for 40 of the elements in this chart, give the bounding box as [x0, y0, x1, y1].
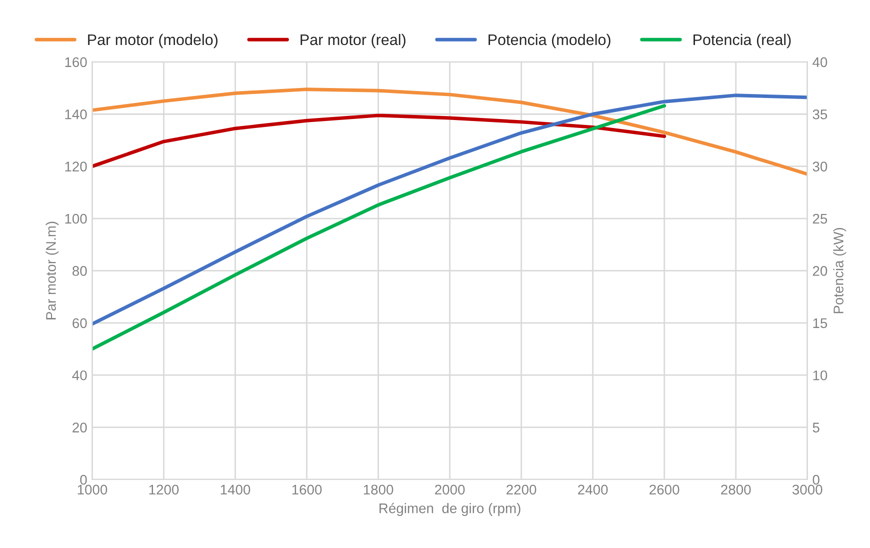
y2-tick-label: 35 — [812, 109, 828, 120]
y-tick-label: 160 — [65, 57, 87, 68]
y2-tick-label: 15 — [813, 318, 828, 328]
line-series — [92, 94, 808, 326]
line-series — [92, 114, 666, 168]
x-tick-label: 1000 — [78, 484, 108, 495]
y2-tick-label: 30 — [812, 162, 828, 172]
x-tick-label: 2000 — [435, 484, 465, 495]
x-axis-title: Régimen de giro (rpm) — [380, 502, 520, 516]
x-tick-label: 2200 — [506, 484, 536, 495]
legend-label: Potencia (modelo) — [488, 34, 610, 48]
x-tick-label: 1600 — [292, 484, 322, 495]
x-tick-label: 3000 — [792, 484, 822, 495]
line-series — [92, 88, 808, 176]
y2-tick-label: 40 — [812, 57, 828, 68]
y2-tick-label: 10 — [813, 370, 828, 380]
x-tick-label: 1200 — [149, 484, 179, 495]
y2-tick-label: 5 — [812, 422, 820, 432]
y-tick-label: 140 — [65, 109, 87, 120]
legend-label: Par motor (modelo) — [88, 34, 218, 48]
y2-tick-label: 20 — [812, 266, 828, 276]
x-tick-label: 1400 — [220, 484, 250, 495]
x-tick-label: 2800 — [721, 484, 751, 495]
y-tick-label: 120 — [65, 162, 87, 172]
x-tick-label: 2600 — [650, 484, 680, 495]
y2-tick-label: 0 — [812, 474, 820, 485]
legend-label: Potencia (real) — [694, 34, 791, 48]
y-tick-label: 60 — [72, 318, 87, 328]
y2-tick-label: 25 — [812, 214, 828, 224]
y-tick-label: 80 — [72, 266, 87, 276]
y-tick-label: 40 — [72, 370, 87, 380]
line-series — [92, 104, 666, 351]
y-axis-title: Par motor (N.m) — [46, 222, 59, 320]
y-tick-label: 0 — [80, 474, 87, 485]
legend-label: Par motor (real) — [300, 34, 406, 48]
y-tick-label: 100 — [65, 214, 87, 224]
x-tick-label: 2400 — [578, 484, 608, 495]
y-tick-label: 20 — [72, 422, 87, 432]
y2-axis-title: Potencia (kW) — [833, 228, 846, 314]
x-tick-label: 1800 — [364, 484, 394, 495]
